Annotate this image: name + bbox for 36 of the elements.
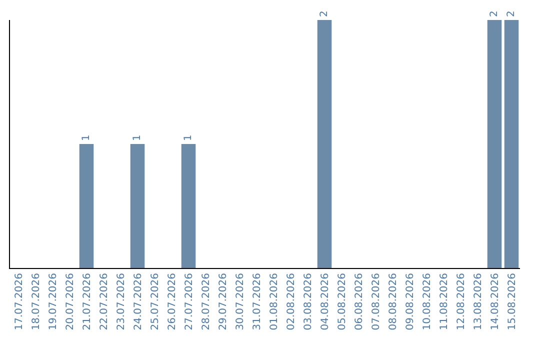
x-tick-label: 26.07.2026 [166,273,178,330]
x-tick-label: 02.08.2026 [286,273,297,330]
x-tick-label: 21.07.2026 [82,273,93,330]
x-tick-label: 28.07.2026 [200,273,212,330]
x-tick-label: 22.07.2026 [98,273,110,330]
x-tick-label: 04.08.2026 [320,273,331,330]
x-tick-label: 10.08.2026 [422,273,433,330]
x-tick-label: 17.07.2026 [14,273,25,330]
x-tick-label: 31.07.2026 [252,273,263,330]
x-tick-label: 23.07.2026 [116,273,127,330]
x-tick-label: 24.07.2026 [132,273,144,330]
x-tick-label: 18.07.2026 [30,273,42,330]
data-label: 2 [506,10,517,17]
x-tick-label: 11.08.2026 [438,273,450,330]
x-tick-label: 20.07.2026 [64,273,76,330]
x-tick-label: 27.07.2026 [184,273,195,330]
x-tick-label: 15.08.2026 [506,273,518,330]
x-tick-label: 30.07.2026 [234,273,246,330]
x-tick-label: 14.08.2026 [490,273,501,330]
x-tick-label: 03.08.2026 [302,273,314,330]
x-tick-label: 29.07.2026 [218,273,229,330]
data-label: 1 [183,134,194,141]
x-tick-label: 09.08.2026 [404,273,416,330]
x-tick-label: 07.08.2026 [370,273,382,330]
data-label: 1 [132,134,143,141]
x-tick-label: 25.07.2026 [150,273,161,330]
data-label: 2 [489,10,500,17]
x-tick-label: 13.08.2026 [472,273,484,330]
x-tick-label: 06.08.2026 [354,273,365,330]
x-tick-label: 05.08.2026 [336,273,348,330]
data-label: 1 [81,134,92,141]
x-tick-label: 19.07.2026 [48,273,59,330]
x-tick-label: 01.08.2026 [268,273,280,330]
data-label: 2 [319,10,330,17]
x-tick-label: 12.08.2026 [456,273,467,330]
x-tick-label: 08.08.2026 [388,273,399,330]
